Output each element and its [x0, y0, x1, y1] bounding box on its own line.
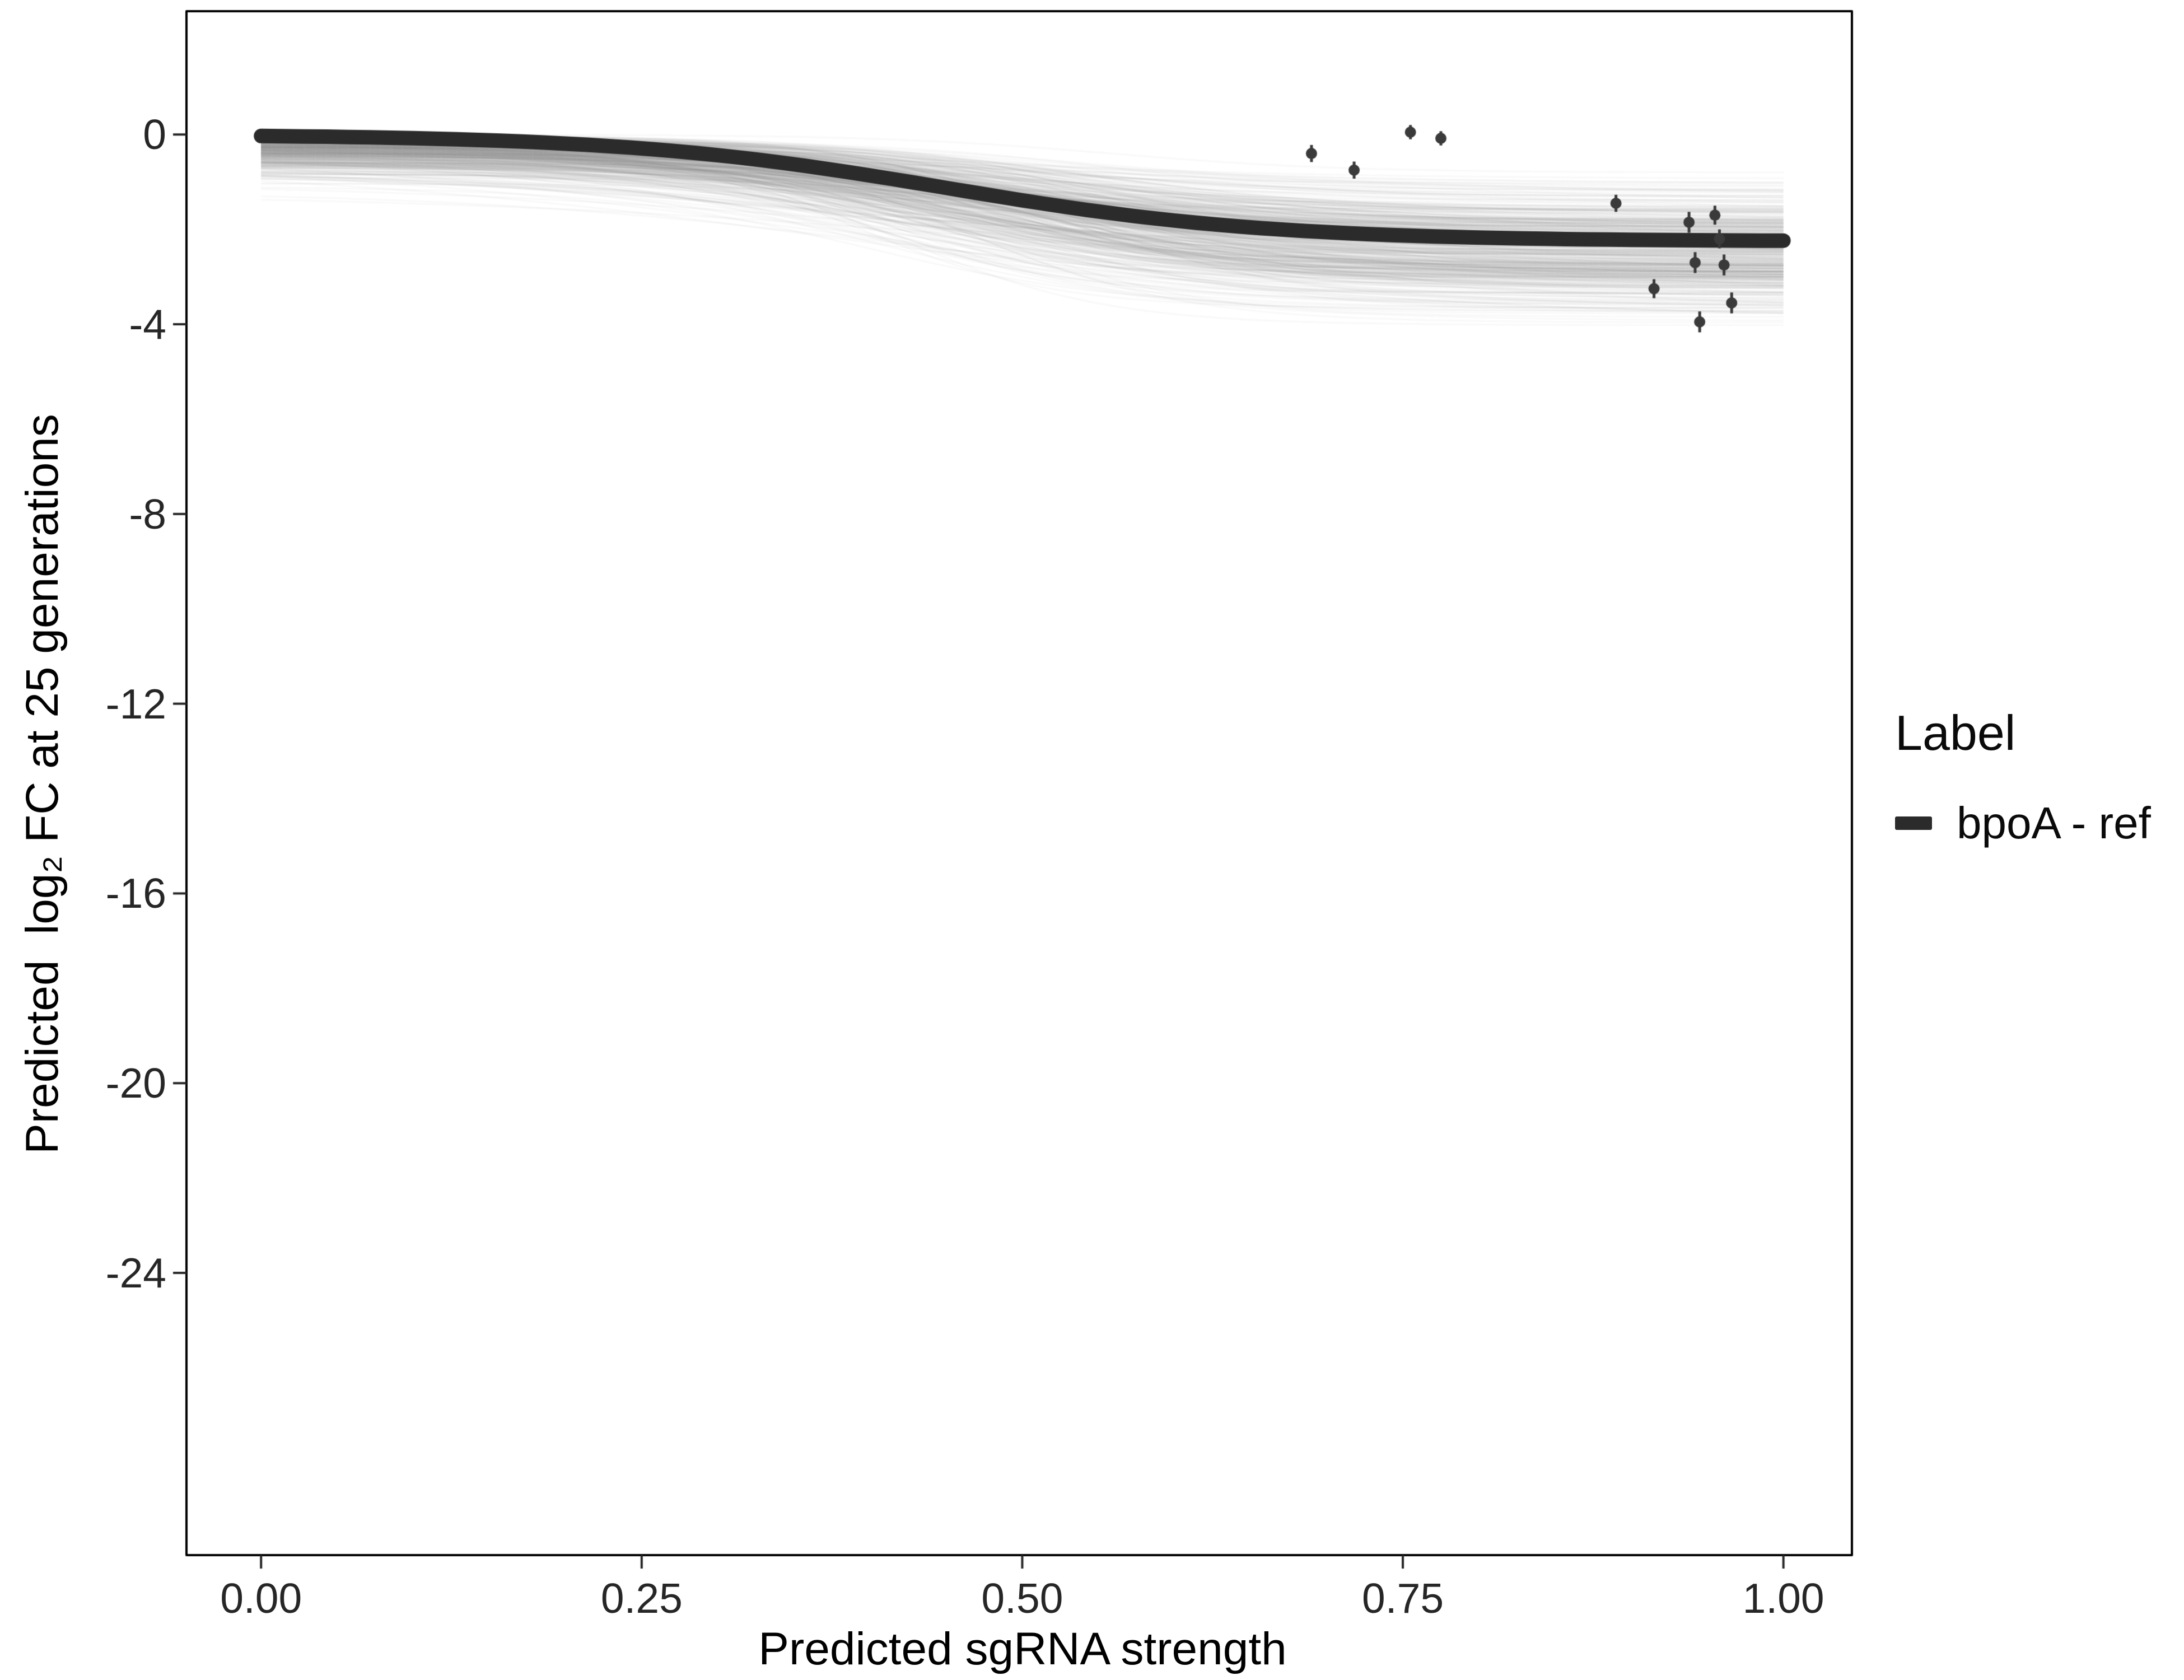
legend-entry: bpoA - ref — [1895, 797, 2151, 849]
y-tick-label: -4 — [129, 301, 166, 348]
y-tick-label: 0 — [143, 111, 166, 158]
legend: Label bpoA - ref — [1895, 704, 2151, 849]
legend-key-line-swatch — [1895, 816, 1932, 830]
y-tick-label: -16 — [105, 870, 166, 917]
x-tick-label: 0.50 — [981, 1575, 1063, 1622]
y-tick-label: -24 — [105, 1249, 166, 1297]
y-tick-label: -8 — [129, 490, 166, 538]
x-tick-label: 1.00 — [1742, 1575, 1824, 1622]
x-axis-title: Predicted sgRNA strength — [758, 1623, 1287, 1674]
legend-title: Label — [1895, 705, 2016, 760]
x-tick-label: 0.00 — [220, 1575, 302, 1622]
legend-entry-label: bpoA - ref — [1957, 798, 2151, 848]
y-tick-label: -12 — [105, 680, 166, 727]
y-tick-label: -20 — [105, 1060, 166, 1107]
x-tick-label: 0.25 — [600, 1575, 683, 1622]
x-tick-label: 0.75 — [1362, 1575, 1444, 1622]
